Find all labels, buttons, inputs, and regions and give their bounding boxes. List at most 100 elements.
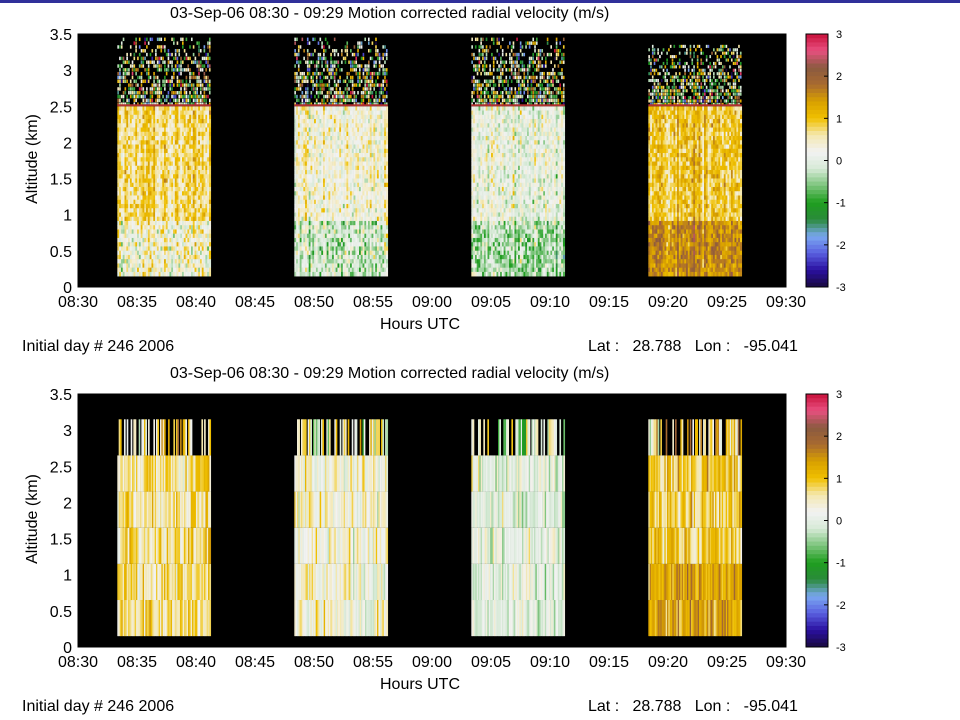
heatmap-cell xyxy=(146,182,149,188)
heatmap-cell xyxy=(342,267,345,273)
heatmap-cell xyxy=(308,169,311,175)
heatmap-cell xyxy=(162,271,165,277)
heatmap-cell xyxy=(133,174,136,179)
noise-cell xyxy=(207,64,209,68)
heatmap-cell xyxy=(167,174,170,179)
noise-cell xyxy=(126,98,128,103)
heatmap-cell xyxy=(165,157,168,162)
heatmap-cell xyxy=(384,220,387,226)
heatmap-cell xyxy=(142,220,145,226)
heatmap-cell xyxy=(135,161,138,167)
heatmap-cell xyxy=(314,169,317,175)
heatmap-cell xyxy=(369,169,372,175)
heatmap-cell xyxy=(192,263,195,268)
noise-cell xyxy=(315,71,318,76)
heatmap-cell xyxy=(382,225,385,230)
noise-cell xyxy=(207,45,209,49)
heatmap-cell xyxy=(364,216,367,222)
heatmap-cell xyxy=(337,110,340,116)
heatmap-cell xyxy=(201,165,204,171)
heatmap-cell xyxy=(173,208,176,213)
heatmap-cell xyxy=(169,161,172,167)
heatmap-cell xyxy=(196,242,199,247)
noise-cell xyxy=(185,91,188,95)
noise-cell xyxy=(122,71,125,76)
heatmap-cell xyxy=(299,182,302,188)
heatmap-cell xyxy=(153,140,156,145)
heatmap-cell xyxy=(131,254,134,260)
heatmap-cell xyxy=(187,110,190,116)
noise-cell xyxy=(178,94,181,99)
heatmap-cell xyxy=(369,242,372,247)
heatmap-cell xyxy=(364,153,367,158)
heatmap-cell xyxy=(185,127,188,133)
heatmap-cell xyxy=(324,157,327,162)
heatmap-cell xyxy=(151,123,154,128)
heatmap-cell xyxy=(133,144,136,150)
noise-cell xyxy=(128,68,130,72)
heatmap-cell xyxy=(384,157,387,162)
heatmap-cell xyxy=(366,267,369,273)
heatmap-cell xyxy=(348,237,351,243)
noise-cell xyxy=(335,91,338,95)
heatmap-cell xyxy=(353,220,356,226)
heatmap-cell xyxy=(203,254,206,260)
heatmap-cell xyxy=(350,191,353,196)
heatmap-cell xyxy=(362,191,365,196)
heatmap-cell xyxy=(131,191,134,196)
heatmap-cell xyxy=(382,191,385,196)
noise-cell xyxy=(165,94,168,99)
heatmap-cell xyxy=(133,242,136,247)
heatmap-cell xyxy=(180,186,183,192)
heatmap-cell xyxy=(160,195,163,201)
heatmap-cell xyxy=(144,250,147,256)
heatmap-cell xyxy=(207,157,210,162)
heatmap-cell xyxy=(162,174,165,179)
noise-cell xyxy=(187,83,190,87)
noise-cell xyxy=(350,94,352,99)
noise-cell xyxy=(126,60,128,64)
heatmap-cell xyxy=(332,114,335,120)
heatmap-cell xyxy=(382,199,385,205)
heatmap-cell xyxy=(303,246,306,251)
heatmap-cell xyxy=(333,237,336,243)
heatmap-cell xyxy=(129,220,133,226)
heatmap-cell xyxy=(190,195,194,201)
heatmap-cell xyxy=(153,203,156,209)
heatmap-cell xyxy=(158,259,161,264)
noise-cell xyxy=(335,102,338,106)
heatmap-cell xyxy=(151,127,154,133)
noise-cell xyxy=(324,75,327,80)
heatmap-cell xyxy=(205,199,208,205)
heatmap-cell xyxy=(308,225,311,230)
heatmap-cell xyxy=(142,114,145,120)
noise-cell xyxy=(171,64,173,68)
heatmap-cell xyxy=(189,157,192,162)
heatmap-cell xyxy=(174,254,177,260)
heatmap-cell xyxy=(205,127,208,133)
heatmap-cell xyxy=(335,216,338,222)
heatmap-cell xyxy=(169,267,172,273)
noise-cell xyxy=(160,68,163,72)
heatmap-cell xyxy=(308,271,311,277)
heatmap-cell xyxy=(350,178,353,184)
noise-cell xyxy=(310,60,313,64)
heatmap-cell xyxy=(297,119,301,124)
heatmap-cell xyxy=(330,191,333,196)
heatmap-cell xyxy=(205,233,208,239)
heatmap-cell xyxy=(312,259,315,264)
heatmap-cell xyxy=(173,123,176,128)
heatmap-cell xyxy=(149,153,152,158)
heatmap-cell xyxy=(357,123,360,128)
heatmap-cell xyxy=(180,144,183,150)
noise-cell xyxy=(294,94,296,99)
heatmap-cell xyxy=(124,263,127,268)
heatmap-cell xyxy=(355,246,358,251)
noise-cell xyxy=(207,56,209,61)
noise-cell xyxy=(196,91,198,95)
heatmap-cell xyxy=(203,153,206,158)
noise-cell xyxy=(176,41,179,45)
heatmap-cell xyxy=(353,119,356,124)
heatmap-cell xyxy=(147,229,150,234)
heatmap-cell xyxy=(147,174,150,179)
